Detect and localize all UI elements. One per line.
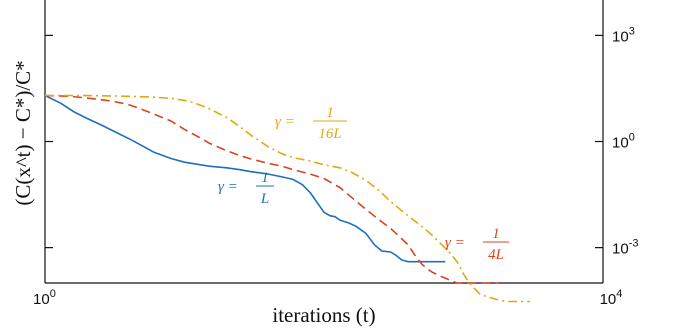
annotation-gamma: γ = bbox=[275, 114, 295, 130]
annotation-numerator: 1 bbox=[261, 170, 269, 186]
axis-ticks: 103 100 10-3 100 104 bbox=[33, 25, 638, 308]
annotation-denominator: L bbox=[260, 191, 269, 207]
y-tick-label: 103 bbox=[612, 25, 635, 45]
x-tick-label: 100 bbox=[33, 288, 56, 308]
series-line bbox=[45, 94, 531, 303]
annotation-numerator: 1 bbox=[326, 105, 334, 121]
x-tick-label: 104 bbox=[600, 288, 623, 308]
series-line bbox=[44, 94, 446, 263]
y-tick-label: 10-3 bbox=[612, 238, 638, 258]
annotation-gamma: γ = bbox=[218, 179, 238, 195]
annotation-denominator: 16L bbox=[318, 126, 341, 142]
annotation-numerator: 1 bbox=[492, 226, 500, 242]
y-axis-title: (C(x^t) − C*)/C* bbox=[11, 60, 35, 205]
y-tick-label: 100 bbox=[612, 132, 635, 152]
series-annotation: γ = 1 4L bbox=[445, 226, 509, 263]
series-group bbox=[44, 94, 531, 303]
annotation-denominator: 4L bbox=[488, 247, 504, 263]
series-annotation: γ = 1 L bbox=[218, 170, 274, 207]
x-axis-title: iterations (t) bbox=[272, 303, 375, 327]
series-annotations: γ = 1 Lγ = 1 4L γ = 1 16L bbox=[218, 105, 509, 263]
annotation-gamma: γ = bbox=[445, 235, 465, 251]
series-annotation: γ = 1 16L bbox=[275, 105, 347, 142]
series-line bbox=[44, 94, 500, 284]
